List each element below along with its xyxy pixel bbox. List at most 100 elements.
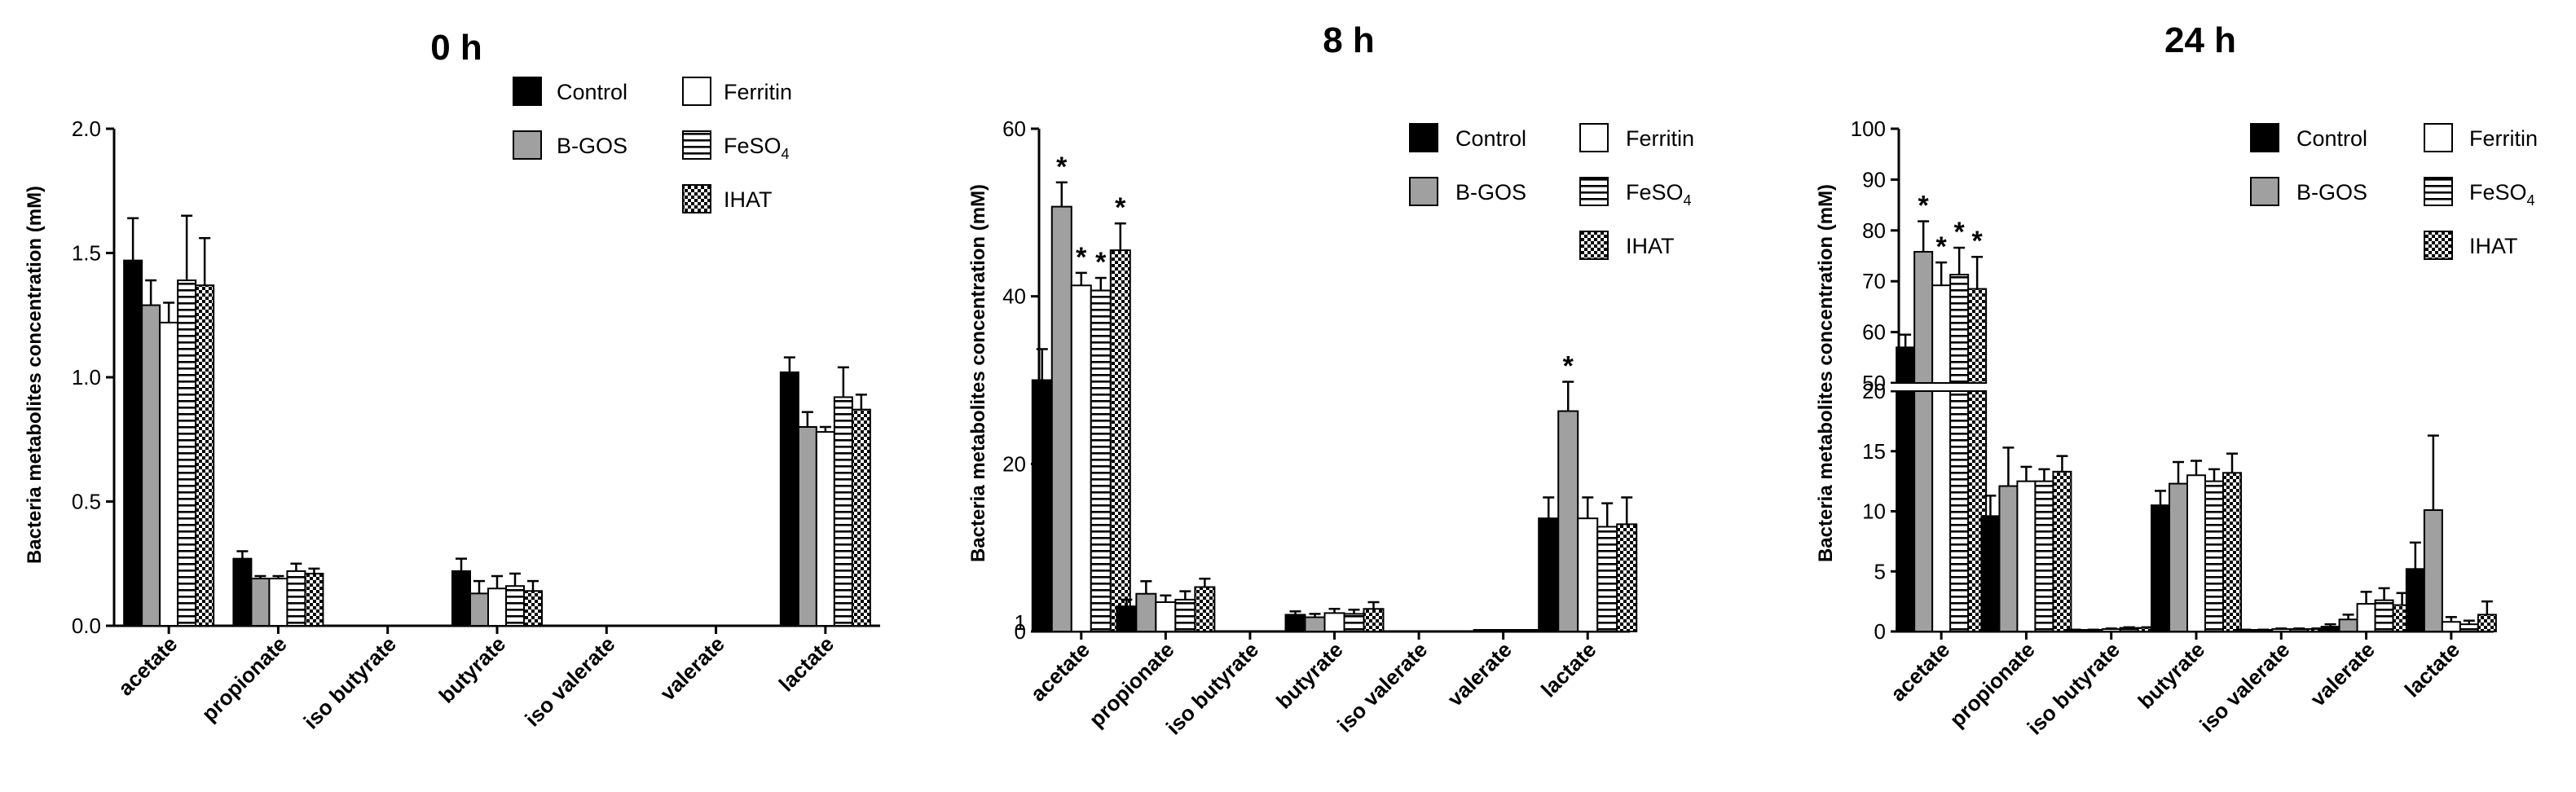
y-tick-label: 15: [1862, 439, 1886, 464]
bar: [304, 572, 324, 627]
bar: [195, 284, 215, 627]
y-tick-label: 5: [1874, 559, 1886, 583]
bar: [523, 590, 543, 627]
chart-panel-8h: 8 h Bacteria metabolites concentration (…: [967, 20, 1694, 739]
legend-label: Control: [2296, 126, 2367, 151]
legend-item-bgos: B-GOS: [513, 130, 627, 160]
x-tick-label: lactate: [2400, 637, 2464, 702]
bar: [833, 396, 853, 627]
x-tick-label: lactate: [774, 631, 839, 696]
y-axis-label: Bacteria metabolites concentration (mM): [1815, 184, 1837, 562]
bar: [1913, 251, 1934, 384]
bar: [123, 259, 143, 627]
x-tick-label: acetate: [113, 631, 183, 701]
bar: [1343, 613, 1365, 633]
bar: [268, 578, 288, 627]
bar: [1596, 526, 1618, 632]
bar: [487, 587, 507, 627]
significance-marker: *: [1095, 247, 1107, 278]
legend-item-ihat: IHAT: [2424, 231, 2518, 260]
y-tick-label: 0.5: [72, 490, 101, 514]
bar: [1135, 592, 1157, 632]
bar: [2186, 474, 2206, 632]
x-tick-label: iso valerate: [2195, 637, 2294, 737]
bar: [2169, 482, 2188, 633]
legend-swatch-control: [2250, 123, 2279, 152]
y-tick-label: 1.0: [72, 365, 101, 389]
bar: [1980, 515, 2001, 633]
significance-marker: *: [1972, 226, 1984, 257]
y-tick-label: 1.5: [72, 241, 101, 266]
legend-item-feso4: FeSO4: [682, 130, 790, 162]
x-tick-label: valerate: [2305, 637, 2380, 711]
legend: Control B-GOS Ferritin FeSO4 IHAT: [2250, 123, 2538, 260]
y-axis-label: Bacteria metabolites concentration (mM): [24, 186, 46, 564]
chart-title: 24 h: [2164, 20, 2236, 60]
legend-swatch-ihat: [682, 184, 711, 213]
significance-marker: *: [1918, 191, 1930, 222]
axis-break-gap: [1887, 384, 1975, 390]
bar: [1896, 346, 1916, 385]
legend-swatch-ferritin: [2424, 123, 2453, 152]
legend-label-main: FeSO: [724, 134, 782, 158]
x-tick-label: butyrate: [434, 631, 510, 708]
y-tick-label: 2.0: [72, 117, 101, 141]
bar: [797, 426, 817, 627]
legend-swatch-control: [513, 77, 542, 106]
bar: [469, 592, 489, 627]
bar: [505, 585, 525, 627]
y-tick-label: 60: [1862, 320, 1886, 345]
bar: [779, 371, 799, 627]
legend-item-control: Control: [1409, 123, 1526, 152]
bar: [1616, 523, 1638, 633]
bar-lower: [1913, 390, 1934, 632]
x-tick-label: valerate: [1442, 637, 1517, 711]
bar: [177, 279, 197, 627]
legend-label: IHAT: [724, 187, 773, 212]
legend-swatch-control: [1409, 123, 1438, 152]
significance-marker: *: [1936, 231, 1948, 262]
bar: [232, 557, 253, 627]
bar: [1194, 586, 1216, 633]
y-tick-label: 20: [1002, 451, 1026, 476]
bar: [1174, 598, 1196, 633]
legend-label-main: FeSO: [2469, 180, 2527, 205]
x-tick-label: propionate: [196, 631, 291, 726]
legend-swatch-feso4: [2424, 177, 2453, 206]
legend-swatch-bgos: [2250, 177, 2279, 206]
chart-title: 0 h: [430, 28, 482, 68]
bar: [2338, 618, 2358, 632]
y-tick-label: 20: [1862, 379, 1886, 403]
bar: [1949, 274, 1970, 385]
legend-swatch-bgos: [513, 130, 542, 160]
bar: [815, 431, 835, 627]
y-tick-label: 40: [1002, 284, 1026, 309]
legend-label: B-GOS: [2296, 180, 2367, 205]
legend-item-control: Control: [513, 77, 627, 106]
y-tick-label: 70: [1862, 269, 1886, 293]
bar: [286, 570, 306, 627]
bar: [1931, 284, 1952, 384]
bar: [1284, 614, 1306, 633]
legend-item-ihat: IHAT: [1579, 231, 1675, 260]
y-tick-label: 0.0: [72, 614, 101, 638]
bar: [2405, 568, 2425, 632]
bar: [141, 304, 161, 627]
bar: [1031, 379, 1053, 632]
bar: [2034, 480, 2054, 632]
x-tick-label: iso butyrate: [2023, 637, 2125, 739]
legend-label-main: FeSO: [1626, 180, 1684, 205]
legend-label: Control: [557, 80, 627, 104]
bar: [1557, 410, 1579, 632]
legend-swatch-ihat: [2424, 231, 2453, 260]
x-tick-label: acetate: [1025, 637, 1094, 706]
legend-item-feso4: FeSO4: [1579, 177, 1692, 209]
y-tick-label: 90: [1862, 167, 1886, 191]
significance-marker: *: [1056, 152, 1068, 183]
bar: [451, 570, 471, 627]
legend-label: B-GOS: [1455, 180, 1526, 205]
bar: [2374, 599, 2394, 633]
legend-label: Ferritin: [2469, 126, 2538, 151]
y-tick-label: 60: [1002, 117, 1026, 141]
legend-label-subscript: 4: [782, 146, 790, 162]
